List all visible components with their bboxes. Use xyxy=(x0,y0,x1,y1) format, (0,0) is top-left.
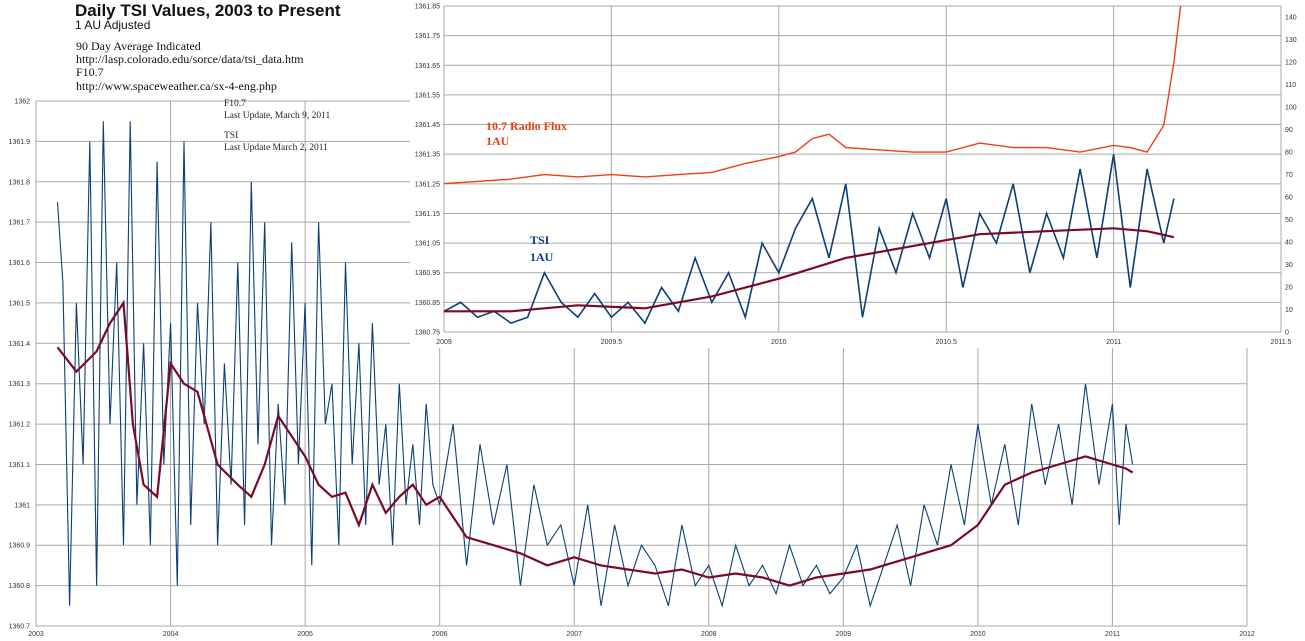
main-y-tick-label: 1360.9 xyxy=(9,543,31,550)
inset-y2-tick-label: 0 xyxy=(1285,330,1289,337)
inset-y2-tick-label: 90 xyxy=(1285,127,1293,134)
f107-update-date: Last Update, March 9, 2011 xyxy=(224,111,330,121)
main-y-tick-label: 1361.8 xyxy=(9,179,31,186)
inset-y-tick-label: 1360.85 xyxy=(415,300,440,307)
chart-subtitle: 1 AU Adjusted xyxy=(75,18,151,32)
tsi-update-label: TSI xyxy=(224,131,238,141)
inset-background xyxy=(410,0,1305,348)
main-x-tick-label: 2012 xyxy=(1239,631,1255,638)
inset-y-tick-label: 1361.15 xyxy=(415,211,440,218)
inset-y-tick-label: 1361.35 xyxy=(415,152,440,159)
inset-y-tick-label: 1361.55 xyxy=(415,92,440,99)
inset-y2-tick-label: 10 xyxy=(1285,307,1293,314)
radio-flux-series xyxy=(444,6,1182,185)
inset-y2-tick-label: 60 xyxy=(1285,195,1293,202)
main-x-tick-label: 2005 xyxy=(297,631,313,638)
inset-chart: 1360.75 1360.85 1360.95 1361.05 1361.15 1361.… xyxy=(410,0,1305,348)
inset-x-tick-label: 2010.5 xyxy=(935,339,957,346)
inset-x-tick-label: 2011.5 xyxy=(1271,339,1292,346)
inset-y-tick-label: 1360.75 xyxy=(415,330,440,337)
inset-y-tick-label: 1361.85 xyxy=(415,4,440,11)
inset-y-tick-label: 1361.75 xyxy=(415,33,440,40)
radio-flux-unit-label: 1AU xyxy=(486,134,510,148)
inset-y2-tick-label: 30 xyxy=(1285,262,1293,269)
inset-y-tick-label: 1361.45 xyxy=(415,122,440,129)
note-f107-url: http://www.spaceweather.ca/sx-4-eng.php xyxy=(76,79,277,93)
main-y-tick-label: 1361.1 xyxy=(9,462,31,469)
f107-update-label: F10.7 xyxy=(224,99,246,109)
main-x-tick-label: 2009 xyxy=(836,631,852,638)
inset-x-tick-label: 2011 xyxy=(1106,339,1121,346)
tsi-update-date: Last Update March 2, 2011 xyxy=(224,143,328,153)
inset-tsi-unit-label: 1AU xyxy=(530,250,554,264)
main-x-tick-label: 2008 xyxy=(701,631,717,638)
inset-y2-tick-label: 50 xyxy=(1285,217,1293,224)
main-y-tick-label: 1360.8 xyxy=(9,583,31,590)
main-x-tick-label: 2006 xyxy=(432,631,448,638)
note-f107: F10.7 xyxy=(76,65,104,79)
main-y-tick-label: 1361.5 xyxy=(9,300,31,307)
inset-y2-tick-label: 100 xyxy=(1285,105,1297,112)
inset-y2-tick-label: 110 xyxy=(1285,82,1296,89)
inset-y2-tick-label: 40 xyxy=(1285,240,1293,247)
note-tsi-url: http://lasp.colorado.edu/sorce/data/tsi_… xyxy=(76,52,304,66)
inset-y-tick-label: 1361.25 xyxy=(415,181,440,188)
update-notes: F10.7 Last Update, March 9, 2011 TSI Las… xyxy=(224,99,330,153)
inset-y2-tick-label: 130 xyxy=(1285,37,1297,44)
main-y-tick-label: 1361.6 xyxy=(9,260,31,267)
main-x-tick-label: 2011 xyxy=(1105,631,1120,638)
main-y-tick-label: 1361.7 xyxy=(9,220,31,227)
inset-y-tick-label: 1361.05 xyxy=(415,241,440,248)
radio-flux-label: 10.7 Radio Flux xyxy=(486,119,567,133)
inset-y-tick-label: 1360.95 xyxy=(415,270,440,277)
main-y-tick-label: 1360.7 xyxy=(9,624,31,631)
inset-y2-tick-label: 140 xyxy=(1285,15,1297,22)
inset-tsi-average-series xyxy=(444,227,1175,313)
main-x-tick-label: 2003 xyxy=(28,631,44,638)
inset-x-tick-label: 2010 xyxy=(771,339,787,346)
inset-y2-tick-label: 120 xyxy=(1285,60,1297,67)
inset-x-tick-label: 2009 xyxy=(436,339,452,346)
inset-y2-tick-label: 70 xyxy=(1285,172,1293,179)
inset-tsi-label: TSI xyxy=(530,233,550,247)
daily-tsi-series xyxy=(56,121,1134,608)
main-y-tick-label: 1362 xyxy=(14,99,30,106)
chart-title: Daily TSI Values, 2003 to Present xyxy=(75,1,341,20)
main-x-tick-label: 2007 xyxy=(566,631,582,638)
main-y-tick-label: 1361.3 xyxy=(9,381,31,388)
inset-y2-tick-label: 80 xyxy=(1285,150,1293,157)
note-average: 90 Day Average Indicated xyxy=(76,39,201,53)
main-y-tick-label: 1361.4 xyxy=(9,341,31,348)
main-x-tick-label: 2004 xyxy=(163,631,179,638)
main-y-tick-label: 1361.2 xyxy=(9,422,31,429)
inset-x-tick-label: 2009.5 xyxy=(601,339,623,346)
main-y-tick-label: 1361 xyxy=(14,502,30,509)
main-y-tick-label: 1361.9 xyxy=(9,139,31,146)
tsi-90-day-average-series xyxy=(56,299,1134,587)
inset-y-tick-label: 1361.65 xyxy=(415,63,440,70)
main-x-tick-label: 2010 xyxy=(970,631,986,638)
inset-y2-tick-label: 20 xyxy=(1285,285,1293,292)
